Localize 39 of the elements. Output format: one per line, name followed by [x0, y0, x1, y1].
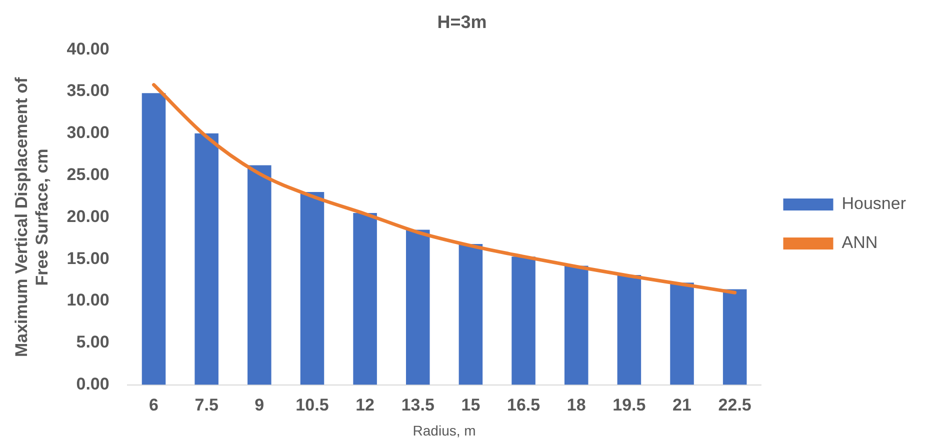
line-series	[152, 83, 737, 294]
y-tick-label: 10.00	[66, 290, 110, 310]
x-tick-label: 21	[672, 396, 692, 415]
bar	[353, 213, 377, 385]
x-tick-label: 10.5	[296, 396, 329, 415]
bar	[722, 289, 747, 385]
x-tick-label: 15	[461, 396, 480, 415]
x-axis-title: Radius, m	[412, 422, 476, 438]
bar	[194, 133, 218, 385]
y-tick-label: 35.00	[66, 81, 110, 100]
y-tick-label: 40.00	[66, 39, 110, 58]
x-tick-label: 22.5	[718, 396, 752, 415]
x-tick-label: 18	[566, 396, 586, 415]
bar	[617, 275, 642, 385]
legend-label: Housner	[842, 194, 906, 214]
x-tick-label: 12	[356, 396, 375, 415]
bar	[512, 256, 536, 385]
bar	[300, 192, 324, 385]
bar	[248, 165, 272, 385]
y-tick-label: 25.00	[66, 164, 110, 184]
bar	[142, 93, 166, 385]
legend-label: ANN	[842, 233, 878, 252]
y-tick-label: 0.00	[76, 374, 110, 394]
chart-title: H=3m	[437, 12, 487, 32]
x-tick-label: 9	[254, 396, 264, 415]
bar	[564, 266, 588, 385]
x-tick-label: 13.5	[401, 396, 434, 415]
x-tick-label: 6	[149, 396, 158, 415]
bar	[406, 230, 430, 385]
y-tick-label: 20.00	[66, 206, 110, 226]
y-axis-title: Maximum Vertical Displacement of Free Surface, cm	[12, 77, 52, 358]
y-tick-label: 5.00	[76, 332, 110, 352]
bar	[458, 244, 483, 385]
y-tick-label: 30.00	[66, 123, 110, 142]
x-tick-label: 7.5	[194, 396, 218, 415]
x-tick-label: 16.5	[506, 396, 540, 415]
bar	[670, 282, 694, 385]
x-tick-label: 19.5	[612, 396, 646, 415]
y-tick-label: 15.00	[66, 248, 110, 268]
